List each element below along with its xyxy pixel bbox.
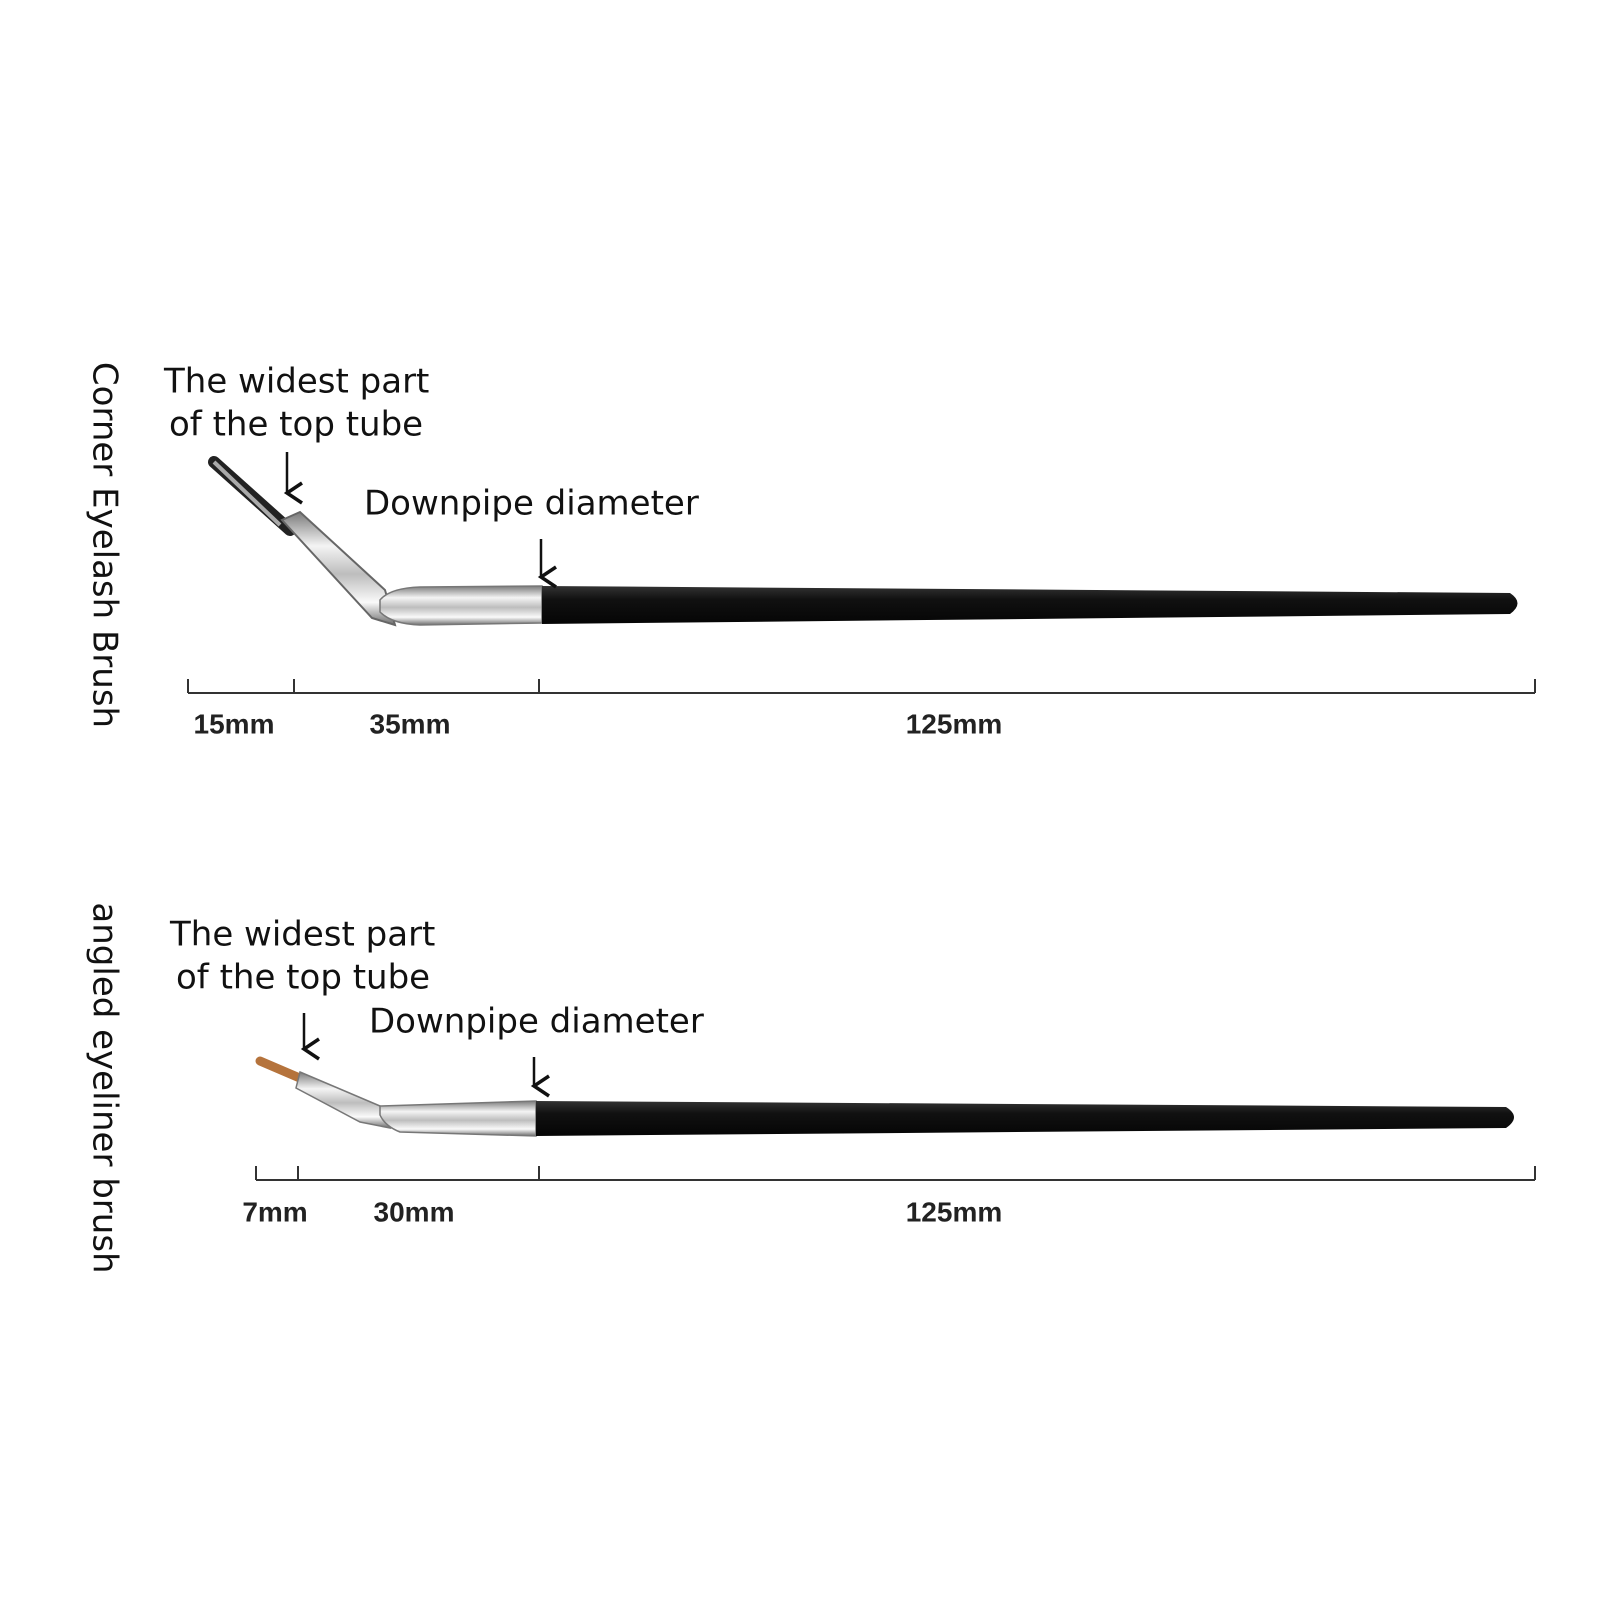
top-tube-label: The widest part	[163, 362, 429, 402]
top-tube-label: The widest part	[169, 915, 435, 955]
dimension-label: 7mm	[242, 1196, 307, 1227]
dimension-label: 125mm	[906, 708, 1003, 739]
dimension-label: 125mm	[906, 1196, 1003, 1227]
brush-2-illustration	[255, 1056, 1514, 1137]
brush-name: Corner Eyelash Brush	[85, 362, 125, 728]
dimension-label: 15mm	[194, 708, 275, 739]
brush-name: angled eyeliner brush	[85, 902, 125, 1273]
downpipe-label: Downpipe diameter	[369, 1002, 704, 1042]
top-tube-label: of the top tube	[169, 405, 423, 445]
dimension-label: 35mm	[370, 708, 451, 739]
brush-1-illustration	[208, 456, 1518, 627]
downpipe-label: Downpipe diameter	[364, 484, 699, 524]
dimension-label: 30mm	[374, 1196, 455, 1227]
top-tube-label: of the top tube	[176, 958, 430, 998]
